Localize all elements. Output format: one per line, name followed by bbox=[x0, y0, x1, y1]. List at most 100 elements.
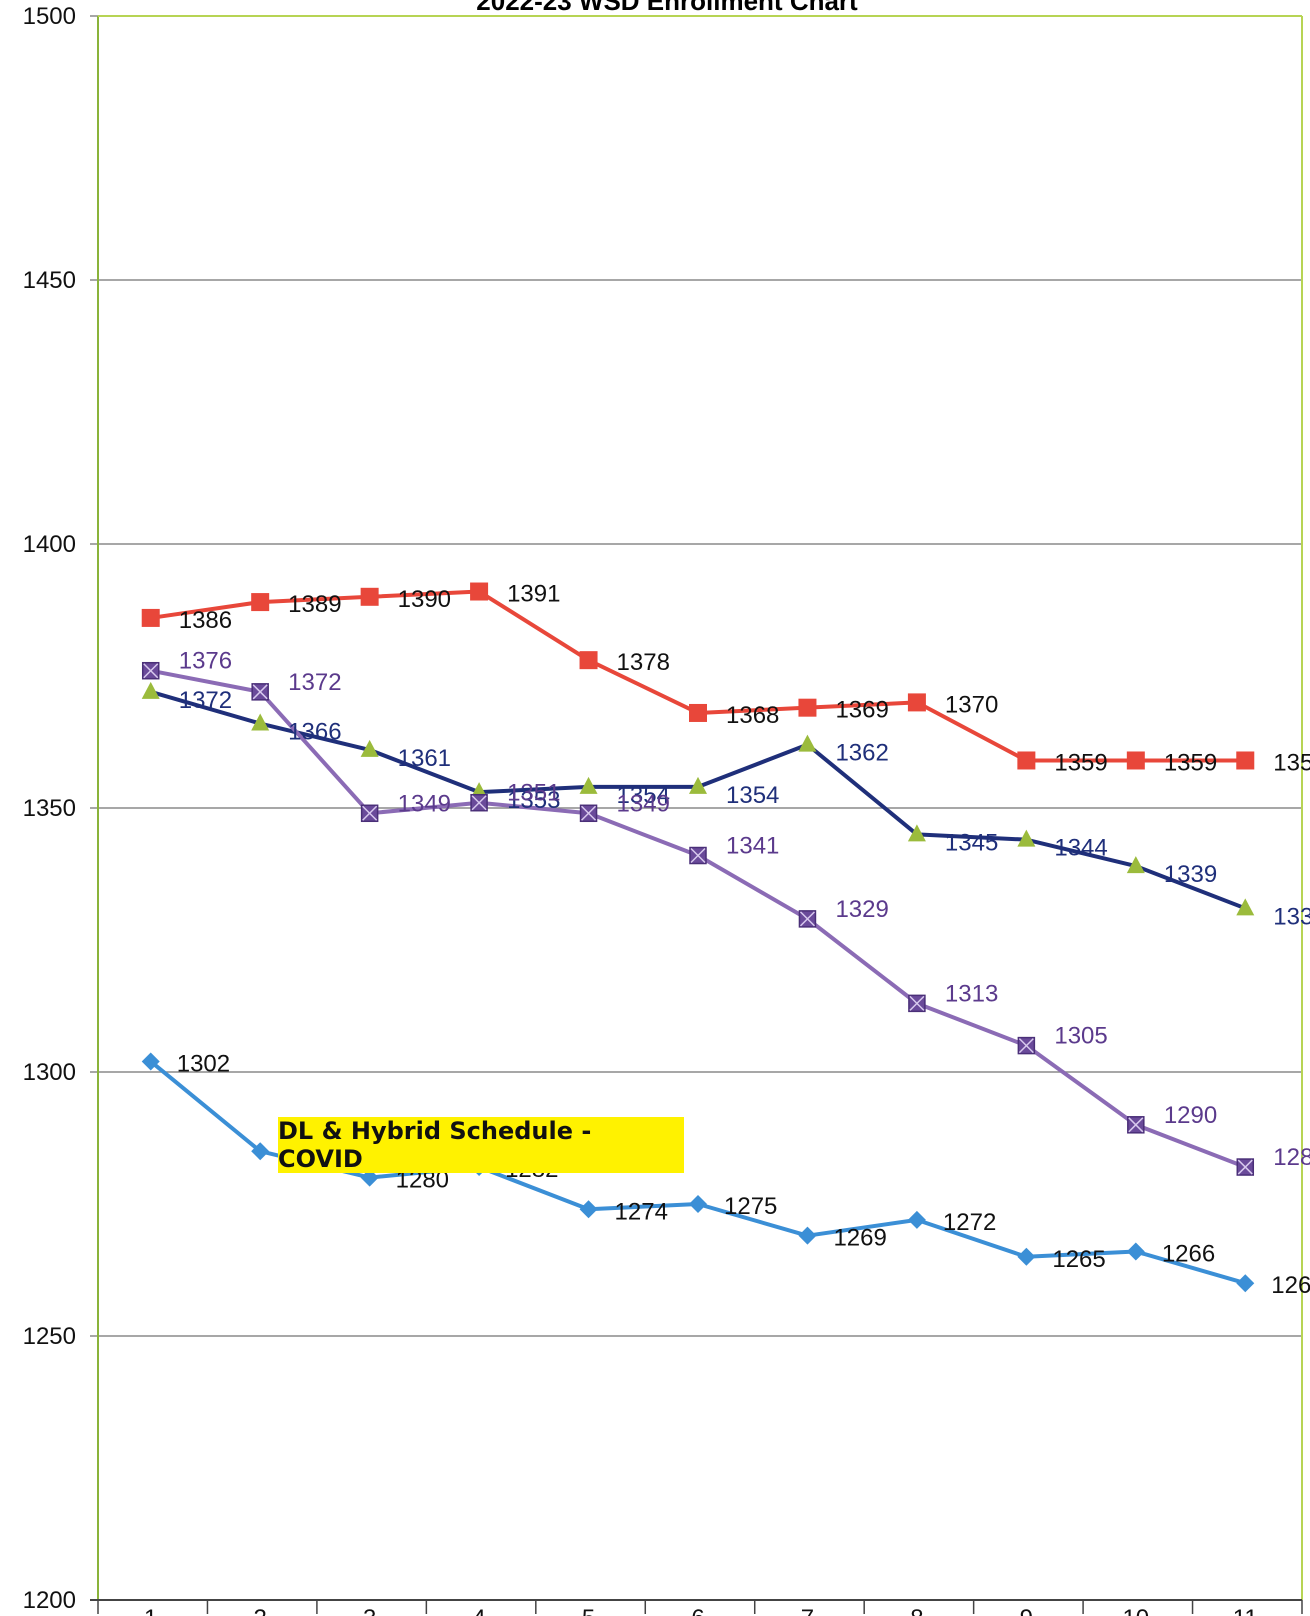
data-label: 1391 bbox=[507, 581, 560, 608]
data-label: 1359 bbox=[1273, 749, 1310, 776]
data-point bbox=[689, 846, 707, 865]
series-3 bbox=[141, 661, 1255, 1176]
plot-frame bbox=[90, 15, 1303, 1601]
gridlines bbox=[90, 15, 1302, 1601]
series-1 bbox=[141, 582, 1255, 770]
data-label: 1260 bbox=[1271, 1272, 1310, 1299]
data-point bbox=[907, 824, 926, 842]
y-tick-label: 1400 bbox=[23, 531, 76, 558]
data-point bbox=[689, 703, 707, 722]
x-tick-label: 4 bbox=[472, 1605, 485, 1616]
data-label: 1344 bbox=[1054, 835, 1107, 862]
data-label: 1290 bbox=[1164, 1102, 1217, 1129]
data-point bbox=[579, 1200, 598, 1219]
data-point bbox=[251, 1142, 270, 1161]
data-point bbox=[689, 1195, 707, 1213]
y-tick-label: 1250 bbox=[23, 1323, 76, 1350]
data-label: 1376 bbox=[179, 648, 232, 675]
data-point bbox=[1236, 898, 1255, 916]
data-label: 1359 bbox=[1164, 749, 1217, 776]
data-point bbox=[798, 910, 817, 928]
data-point bbox=[251, 683, 269, 701]
data-point bbox=[1126, 751, 1145, 770]
y-tick-label: 1200 bbox=[23, 1587, 76, 1614]
data-label: 1359 bbox=[1054, 749, 1107, 776]
data-point bbox=[798, 698, 817, 717]
data-point bbox=[1236, 751, 1255, 770]
data-label: 1366 bbox=[288, 719, 341, 746]
data-label: 1368 bbox=[726, 702, 779, 729]
y-tick-label: 1300 bbox=[23, 1059, 76, 1086]
data-point bbox=[579, 651, 598, 670]
data-label: 1349 bbox=[398, 790, 451, 817]
data-label: 1354 bbox=[617, 782, 670, 809]
data-point bbox=[907, 1210, 926, 1229]
data-label: 1302 bbox=[177, 1050, 230, 1077]
data-point bbox=[1236, 1274, 1255, 1293]
data-point bbox=[141, 1052, 160, 1071]
data-point bbox=[579, 776, 598, 794]
data-point bbox=[360, 739, 379, 757]
data-point bbox=[1017, 1247, 1036, 1266]
data-point bbox=[907, 693, 926, 712]
chart-title: 2022-23 WSD Enrollment Chart bbox=[476, 0, 858, 16]
series-group bbox=[141, 582, 1255, 1293]
data-label: 1362 bbox=[835, 740, 888, 767]
data-point bbox=[1017, 751, 1036, 770]
data-point bbox=[908, 994, 926, 1013]
data-point bbox=[1126, 856, 1145, 874]
data-label: 1372 bbox=[288, 669, 341, 696]
data-point bbox=[251, 713, 270, 731]
x-tick-label: 1 bbox=[144, 1605, 157, 1616]
data-label: 1390 bbox=[398, 586, 451, 613]
x-tick-label: 6 bbox=[691, 1605, 704, 1616]
data-label: 1351 bbox=[507, 780, 560, 807]
data-label: 1269 bbox=[833, 1225, 886, 1252]
data-point bbox=[1236, 1158, 1255, 1176]
x-tick-label: 3 bbox=[363, 1605, 376, 1616]
x-axis: 1 2 3 4 5 6 7 8 9 10 11 bbox=[97, 1600, 1303, 1616]
data-point bbox=[470, 582, 489, 601]
data-point bbox=[141, 661, 160, 680]
covid-annotation: DL & Hybrid Schedule - COVID bbox=[278, 1117, 684, 1173]
data-label: 1265 bbox=[1052, 1246, 1105, 1273]
data-label: 1339 bbox=[1164, 861, 1217, 888]
x-tick-label: 11 bbox=[1233, 1605, 1258, 1616]
x-tick-label: 7 bbox=[801, 1605, 814, 1616]
data-label: 1275 bbox=[724, 1193, 777, 1220]
data-label: 1372 bbox=[179, 687, 232, 714]
data-label: 1305 bbox=[1054, 1023, 1107, 1050]
data-point bbox=[360, 587, 379, 606]
data-label: 1389 bbox=[288, 591, 341, 618]
data-point bbox=[1017, 829, 1036, 847]
data-point bbox=[579, 804, 598, 823]
y-tick-label: 1500 bbox=[23, 3, 76, 30]
data-label: 1329 bbox=[835, 896, 888, 923]
x-tick-label: 8 bbox=[910, 1605, 923, 1616]
x-tick-label: 2 bbox=[254, 1605, 267, 1616]
x-tick-label: 10 bbox=[1122, 1605, 1149, 1616]
data-label: 1369 bbox=[835, 697, 888, 724]
data-point bbox=[689, 776, 707, 794]
data-point bbox=[360, 804, 379, 823]
data-point bbox=[360, 1168, 379, 1187]
data-point bbox=[1017, 1036, 1036, 1055]
y-tick-label: 1350 bbox=[23, 795, 76, 822]
x-tick-label: 5 bbox=[582, 1605, 595, 1616]
data-labels: 1386 1389 1390 1391 1378 1368 1369 1370 1359 1359… bbox=[177, 581, 1310, 1300]
data-label: 1353 bbox=[507, 787, 560, 814]
data-point bbox=[1126, 1242, 1145, 1261]
data-label: 1345 bbox=[945, 829, 998, 856]
data-label: 1266 bbox=[1162, 1241, 1215, 1268]
data-label: 1370 bbox=[945, 691, 998, 718]
y-tick-label: 1450 bbox=[23, 267, 76, 294]
data-point bbox=[251, 593, 270, 612]
data-label: 1361 bbox=[398, 745, 451, 772]
data-point bbox=[798, 1226, 817, 1245]
data-label: 1282 bbox=[1273, 1144, 1310, 1171]
data-point bbox=[798, 734, 817, 752]
data-label: 1386 bbox=[179, 607, 232, 634]
data-point bbox=[1127, 1116, 1145, 1134]
data-label: 1272 bbox=[943, 1209, 996, 1236]
